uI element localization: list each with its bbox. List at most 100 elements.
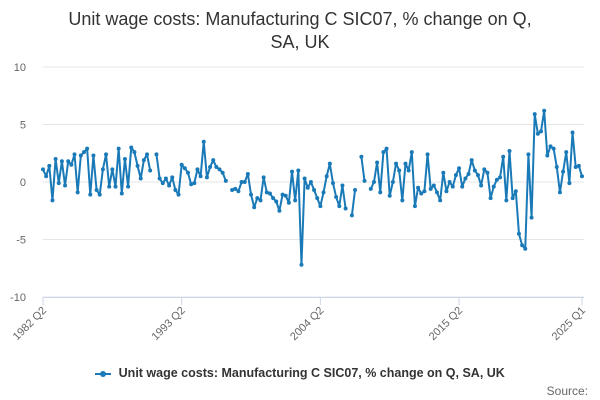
y-tick-label: 5 [20, 120, 26, 132]
data-point [107, 184, 112, 189]
data-point [261, 175, 266, 180]
data-point [167, 183, 172, 188]
data-point [504, 198, 509, 203]
data-point [422, 189, 427, 194]
data-point [542, 108, 547, 113]
data-point [179, 162, 184, 167]
data-point [349, 213, 354, 218]
gridlines [43, 66, 584, 298]
data-point [321, 190, 326, 195]
data-point [88, 192, 93, 197]
data-point [293, 198, 298, 203]
data-point [576, 163, 581, 168]
data-point [450, 184, 455, 189]
data-point [201, 139, 206, 144]
data-point [122, 157, 127, 161]
data-point [302, 176, 307, 181]
data-point [255, 196, 260, 201]
data-point [469, 158, 474, 163]
data-point [435, 190, 440, 195]
data-point [362, 178, 367, 183]
data-point [324, 174, 329, 179]
data-point [406, 168, 411, 173]
x-tick-label: 2004 Q2 [288, 305, 326, 343]
data-point [428, 186, 433, 191]
data-point [267, 191, 272, 196]
data-point [104, 152, 109, 157]
data-point [145, 152, 150, 157]
legend[interactable]: Unit wage costs: Manufacturing C SIC07, … [0, 366, 600, 380]
data-point [245, 171, 250, 176]
y-tick-label: 0 [20, 177, 26, 189]
y-tick-label: -5 [16, 235, 26, 247]
data-point [85, 146, 90, 151]
chart-title-line-1: Unit wage costs: Manufacturing C SIC07, … [68, 9, 532, 29]
data-point [545, 153, 550, 158]
data-point [318, 204, 323, 209]
data-point [472, 168, 477, 173]
data-point [208, 165, 213, 170]
data-point [271, 196, 276, 201]
data-point [198, 174, 203, 179]
data-point [94, 188, 99, 193]
data-point [513, 189, 518, 194]
data-point [97, 192, 102, 197]
data-point [409, 150, 414, 155]
data-point [135, 163, 140, 168]
data-point [182, 166, 187, 171]
data-point [44, 174, 49, 179]
data-point [239, 180, 244, 184]
data-point [485, 170, 490, 175]
data-point [397, 168, 402, 173]
data-point [387, 193, 392, 198]
data-point [217, 167, 222, 172]
data-point [189, 182, 194, 187]
data-point [580, 174, 584, 179]
data-point [66, 159, 71, 164]
data-point [510, 196, 515, 201]
data-point [119, 191, 124, 196]
x-tick-label: 1993 Q2 [149, 305, 187, 343]
data-point [567, 181, 572, 186]
data-point [220, 170, 225, 175]
data-point [242, 180, 247, 184]
data-point [327, 161, 332, 166]
data-point [479, 183, 484, 188]
x-tick-label: 2025 Q1 [550, 305, 588, 343]
source-label: Source: [546, 384, 588, 398]
data-point [403, 161, 408, 166]
data-point [113, 184, 118, 189]
data-point [438, 198, 443, 203]
data-point [56, 181, 61, 186]
data-point [466, 171, 471, 176]
data-point [419, 191, 424, 196]
data-point [75, 190, 80, 195]
data-point [381, 150, 386, 155]
data-point [129, 145, 134, 150]
data-point [195, 167, 200, 172]
data-point [157, 176, 162, 181]
data-point [233, 186, 238, 191]
data-point [132, 150, 137, 155]
legend-swatch-icon [95, 369, 112, 379]
data-point [290, 169, 295, 174]
data-point [192, 181, 197, 186]
data-point [100, 167, 105, 172]
data-point [482, 167, 487, 172]
data-point [211, 158, 216, 163]
data-point [378, 190, 383, 195]
data-point [69, 162, 74, 167]
data-point [526, 152, 531, 157]
legend-label: Unit wage costs: Manufacturing C SIC07, … [118, 366, 505, 380]
data-point [81, 150, 86, 155]
data-point [41, 167, 45, 172]
data-point [491, 184, 496, 189]
data-point [170, 175, 175, 180]
data-point [400, 198, 405, 203]
data-point [548, 144, 553, 149]
data-point [343, 206, 348, 211]
data-point [258, 198, 263, 203]
data-point [138, 176, 143, 181]
data-point [535, 131, 540, 136]
